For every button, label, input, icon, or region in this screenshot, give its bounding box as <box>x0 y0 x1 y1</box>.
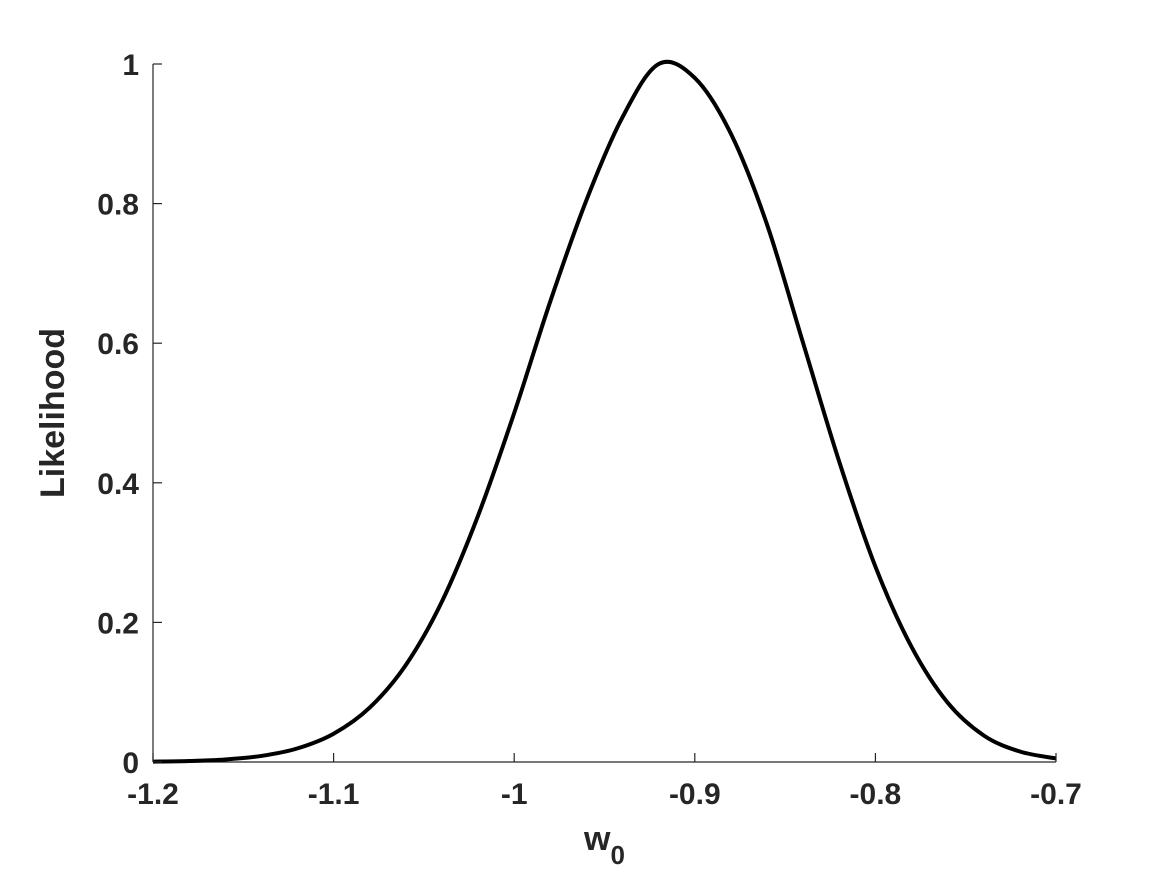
y-tick-label: 0.6 <box>97 328 139 361</box>
y-tick-label: 0.4 <box>97 468 139 501</box>
x-tick-label: -1.2 <box>127 778 179 811</box>
x-axis-label-main: w <box>583 820 611 858</box>
x-axis-label: w0 <box>583 820 625 870</box>
x-tick-label: -0.7 <box>1030 778 1082 811</box>
likelihood-curve <box>152 59 1057 764</box>
axes <box>152 64 1056 763</box>
y-tick-label: 1 <box>122 49 139 82</box>
y-tick-label: 0.8 <box>97 189 139 222</box>
y-tick-label: 0 <box>122 747 139 780</box>
y-axis-label: Likelihood <box>34 328 72 498</box>
x-tick-label: -1 <box>501 778 528 811</box>
x-tick-label: -0.8 <box>850 778 902 811</box>
x-tick-label: -1.1 <box>308 778 360 811</box>
x-tick-label: -0.9 <box>669 778 721 811</box>
ticks: -1.2 -1.1 -1 -0.9 -0.8 -0.7 0 0.2 0.4 0.6 0.8 1 <box>97 49 1082 811</box>
y-tick-label: 0.2 <box>97 607 139 640</box>
x-axis-label-subscript: 0 <box>610 840 624 870</box>
plot-area <box>152 59 1057 764</box>
